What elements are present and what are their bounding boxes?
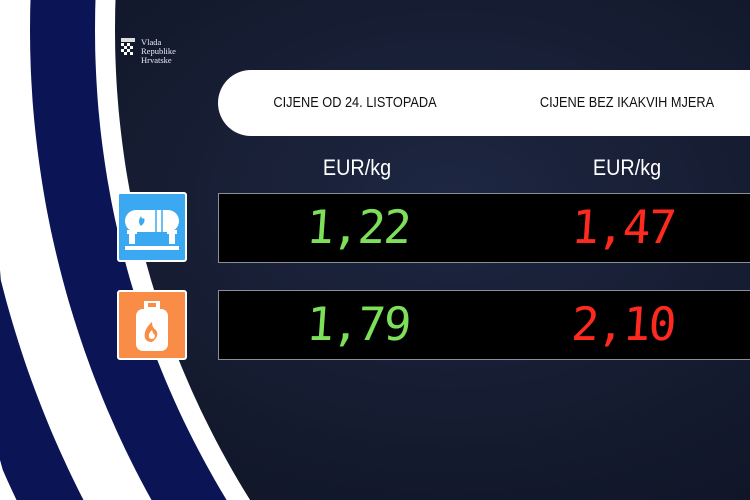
unit-label-current: EUR/kg — [322, 155, 392, 180]
price-current: 1,22 — [304, 200, 412, 254]
logo-line: Vlada — [141, 37, 162, 47]
price-row-lng: 1,22 1,47 — [218, 193, 750, 263]
unit-label-without-measures: EUR/kg — [592, 155, 662, 180]
logo-line: Hrvatske — [141, 55, 172, 65]
price-row-lpg: 1,79 2,10 — [218, 290, 750, 360]
logo-line: Republike — [141, 46, 176, 56]
outer-navy-arc-band — [0, 0, 84, 500]
price-without-measures: 2,10 — [569, 297, 677, 351]
header-bar: CIJENE OD 24. LISTOPADA CIJENE BEZ IKAKV… — [218, 70, 750, 136]
gas-tank-icon — [117, 192, 187, 262]
price-without-measures: 1,47 — [569, 200, 677, 254]
gas-cylinder-icon — [117, 290, 187, 360]
navy-arc-band — [30, 0, 227, 500]
column-header-without-measures: CIJENE BEZ IKAKVIH MJERA — [539, 94, 715, 111]
column-header-current: CIJENE OD 24. LISTOPADA — [273, 94, 437, 111]
government-logo: Vlada Republike Hrvatske — [120, 38, 176, 65]
croatian-coat-of-arms-icon — [121, 38, 135, 55]
price-current: 1,79 — [304, 297, 412, 351]
